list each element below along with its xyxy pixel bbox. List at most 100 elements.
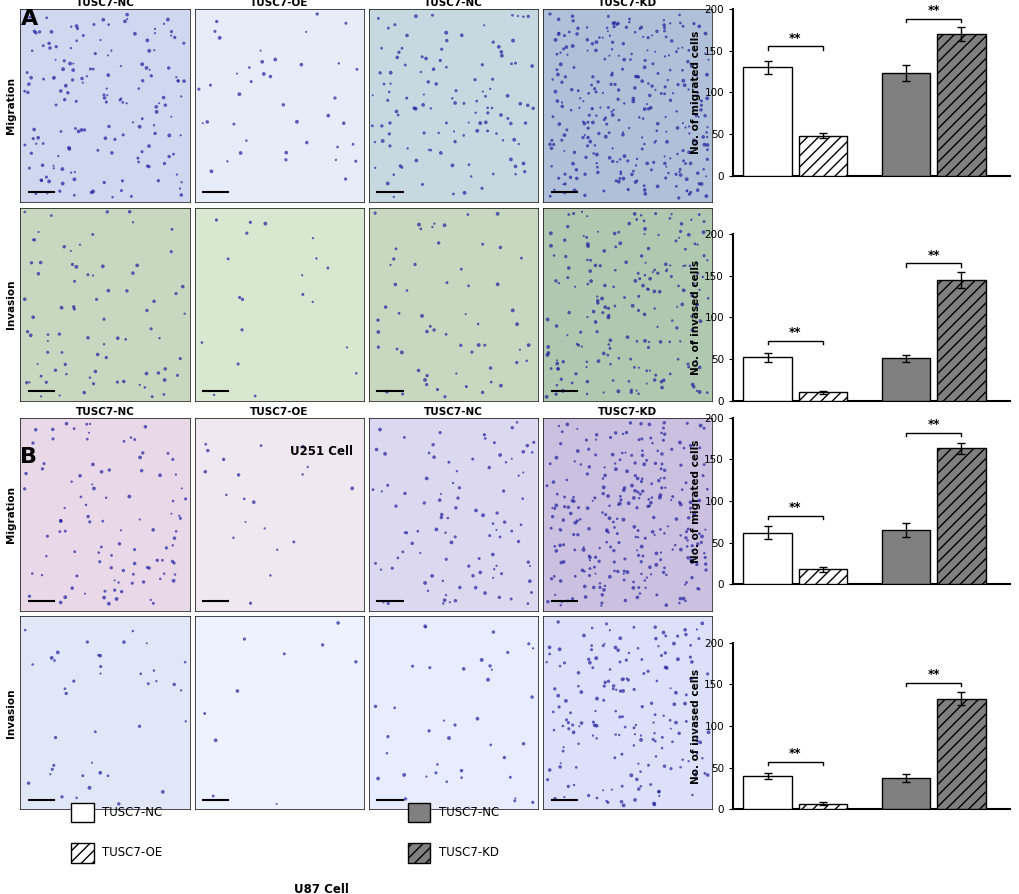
Point [565, 156, 581, 171]
Point [437, 26, 453, 40]
Point [451, 580, 468, 595]
Point [167, 568, 183, 582]
Point [598, 617, 614, 631]
Point [548, 353, 565, 367]
Point [58, 417, 74, 431]
Point [622, 416, 638, 430]
Point [52, 388, 68, 402]
Point [595, 583, 611, 597]
Point [570, 679, 586, 694]
Point [581, 561, 597, 576]
Point [443, 91, 460, 105]
Point [100, 283, 116, 298]
Y-axis label: Migration: Migration [6, 485, 16, 543]
Point [76, 385, 93, 400]
Point [636, 137, 652, 151]
Point [133, 112, 150, 126]
Point [416, 496, 432, 510]
Point [543, 159, 559, 173]
Point [320, 108, 336, 122]
Point [61, 140, 77, 155]
Point [479, 672, 495, 687]
Point [66, 422, 83, 436]
Point [16, 482, 33, 496]
Point [566, 60, 582, 74]
Point [566, 454, 582, 468]
Point [557, 40, 574, 55]
Point [404, 659, 420, 673]
Point [160, 446, 176, 460]
Point [608, 17, 625, 31]
Point [655, 471, 672, 485]
Point [650, 785, 666, 799]
Point [47, 730, 63, 745]
Point [112, 93, 128, 107]
Point [691, 19, 707, 33]
Point [492, 240, 508, 255]
Point [688, 730, 704, 745]
Point [32, 25, 48, 39]
Point [630, 782, 646, 797]
Point [35, 38, 51, 53]
Point [691, 735, 707, 749]
Point [647, 749, 663, 763]
Point [589, 293, 605, 308]
Point [575, 114, 591, 129]
Point [86, 376, 102, 391]
Point [257, 216, 273, 231]
Point [647, 456, 663, 470]
Point [74, 75, 91, 89]
Point [505, 132, 522, 147]
Point [476, 338, 492, 352]
Point [689, 537, 705, 552]
Point [649, 179, 665, 193]
Point [581, 553, 597, 568]
Point [595, 184, 611, 198]
Point [615, 291, 632, 305]
Point [506, 794, 523, 808]
Point [601, 29, 618, 43]
Point [151, 331, 167, 345]
Point [629, 590, 645, 604]
Point [569, 337, 585, 351]
Point [656, 21, 673, 35]
Point [96, 88, 112, 102]
Point [694, 751, 710, 765]
Point [386, 18, 403, 32]
Point [579, 387, 595, 401]
Point [545, 249, 561, 263]
Point [194, 335, 210, 350]
Point [404, 536, 420, 551]
Y-axis label: No. of invased cells: No. of invased cells [691, 260, 701, 375]
Point [625, 581, 641, 595]
Point [285, 535, 302, 549]
Point [599, 796, 615, 810]
Point [641, 89, 657, 103]
Point [552, 598, 569, 612]
Point [599, 489, 615, 503]
Point [607, 426, 624, 440]
Point [455, 662, 472, 676]
Point [140, 159, 156, 173]
Point [294, 440, 311, 454]
Point [600, 125, 616, 139]
Point [672, 224, 688, 239]
Point [67, 122, 84, 136]
Point [584, 37, 600, 51]
Point [413, 64, 429, 79]
Point [698, 482, 714, 496]
Point [657, 264, 674, 278]
Point [636, 179, 652, 193]
Point [39, 186, 55, 200]
Point [126, 556, 143, 570]
Point [672, 334, 688, 349]
Point [550, 26, 567, 40]
Point [392, 159, 409, 173]
Point [561, 705, 578, 720]
Point [436, 390, 452, 404]
Point [611, 236, 628, 250]
Point [519, 438, 535, 452]
Point [580, 239, 596, 253]
Point [691, 527, 707, 541]
Point [539, 595, 555, 609]
